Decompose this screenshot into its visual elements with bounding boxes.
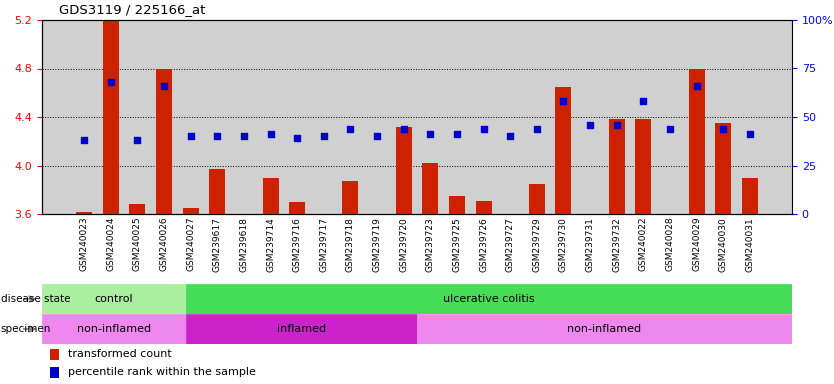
Text: disease state: disease state [1,294,70,304]
Text: non-inflamed: non-inflamed [567,324,641,334]
Bar [636,119,651,214]
Bar [422,163,439,214]
Bar [449,196,465,214]
Point [504,133,517,139]
Point [743,131,756,137]
Bar [209,169,225,214]
Point [636,98,650,104]
Bar [475,201,491,214]
Bar [582,214,598,219]
Point [237,133,250,139]
Bar [236,214,252,219]
Point [344,126,357,132]
Text: percentile rank within the sample: percentile rank within the sample [68,367,256,377]
Text: GDS3119 / 225166_at: GDS3119 / 225166_at [58,3,205,16]
Bar [42,314,186,344]
Bar [316,214,332,219]
Bar [263,178,279,214]
Point [158,83,171,89]
Bar [186,314,417,344]
Point [131,137,144,143]
Bar [183,208,198,214]
Bar [555,87,571,214]
Point [584,122,597,128]
Text: control: control [95,294,133,304]
Point [264,131,277,137]
Bar [289,202,305,214]
Point [610,122,624,128]
Text: inflamed: inflamed [277,324,326,334]
Bar [49,349,58,360]
Bar [103,20,118,214]
Point [530,126,544,132]
Bar [689,68,705,214]
Point [290,135,304,141]
Bar [716,123,731,214]
Bar [609,119,625,214]
Bar [76,212,92,214]
Bar [156,68,172,214]
Point [184,133,198,139]
Bar [502,214,518,220]
Point [210,133,224,139]
Bar [49,367,58,378]
Bar [742,178,758,214]
Bar [529,184,545,214]
Bar [42,284,186,314]
Text: specimen: specimen [1,324,51,334]
Point [557,98,570,104]
Bar [395,127,412,214]
Text: ulcerative colitis: ulcerative colitis [444,294,535,304]
Bar [186,284,792,314]
Point [716,126,730,132]
Point [424,131,437,137]
Point [477,126,490,132]
Point [317,133,330,139]
Bar [662,214,678,219]
Bar [129,204,145,214]
Point [450,131,464,137]
Text: transformed count: transformed count [68,349,172,359]
Point [663,126,676,132]
Point [370,133,384,139]
Point [78,137,91,143]
Bar [343,181,359,214]
Point [397,126,410,132]
Bar [417,314,792,344]
Text: non-inflamed: non-inflamed [77,324,151,334]
Bar [369,214,385,218]
Point [104,79,118,85]
Point [690,83,703,89]
